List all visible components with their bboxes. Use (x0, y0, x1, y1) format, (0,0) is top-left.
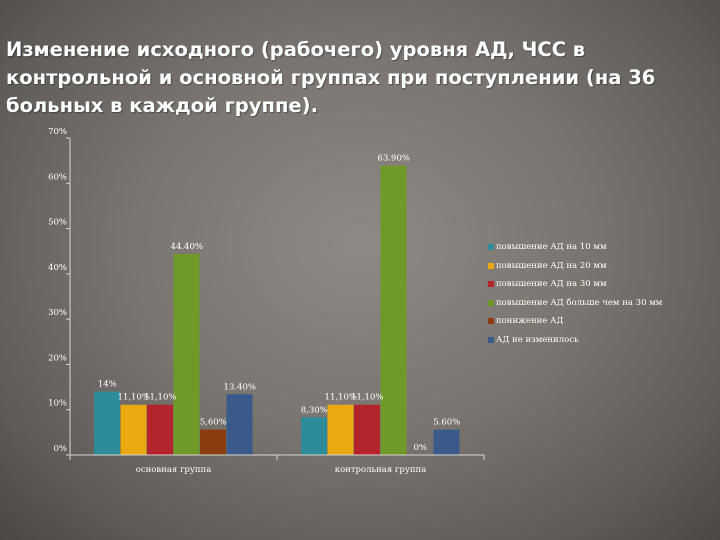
data-label: 13.40% (224, 382, 256, 392)
y-tick-label: 0% (54, 444, 68, 454)
legend-item: повышение АД больше чем на 30 мм (488, 294, 662, 313)
y-tick-label: 60% (48, 172, 67, 182)
bar (120, 404, 147, 455)
legend-swatch (488, 281, 494, 288)
data-label: 5.60% (433, 418, 460, 428)
x-axis: основная группа контрольная группа (69, 454, 485, 475)
data-label: 44.40% (171, 242, 203, 252)
legend-label: повышение АД больше чем на 30 мм (496, 297, 663, 308)
data-labels: 14%11,10%11,10%44.40%5,60%13.40%8,30%11,… (98, 154, 460, 453)
y-tick-label: 30% (48, 308, 67, 318)
bars (94, 165, 460, 456)
data-label: 63.90% (378, 154, 410, 164)
slide-title: Изменение исходного (рабочего) уровня АД… (6, 38, 656, 117)
legend-swatch (488, 299, 494, 306)
y-tick-label: 70% (48, 127, 67, 137)
bar (354, 404, 380, 455)
legend-label: повышение АД на 10 мм (496, 242, 607, 253)
bar (433, 429, 460, 455)
y-tick-label: 10% (48, 399, 67, 409)
legend-label: АД не изменилось (496, 334, 579, 345)
data-label: 11,10% (144, 393, 176, 403)
legend-item: АД не изменилось (488, 331, 662, 350)
data-label: 11,10% (351, 393, 383, 403)
y-tick-label: 50% (48, 218, 67, 228)
data-label: 8,30% (301, 405, 328, 415)
bar (200, 429, 226, 455)
data-label: 11,10% (325, 393, 357, 403)
data-label: 14% (98, 380, 117, 390)
legend-swatch (488, 318, 494, 325)
legend-swatch (488, 262, 494, 269)
legend-swatch (488, 244, 494, 251)
y-axis: 0% 10% 20% 30% 40% 50% 60% 70% (48, 127, 71, 456)
category-label: основная группа (136, 465, 212, 475)
legend-label: повышение АД на 20 мм (496, 260, 607, 271)
bar (173, 253, 200, 455)
data-label: 0% (414, 443, 428, 453)
y-tick-label: 20% (48, 353, 67, 363)
bar (301, 417, 327, 455)
chart-legend: повышение АД на 10 мм повышение АД на 20 … (488, 238, 662, 349)
legend-item: повышение АД на 10 мм (488, 238, 662, 257)
legend-label: понижение АД (496, 316, 564, 327)
legend-label: повышение АД на 30 мм (496, 279, 607, 290)
category-label: контрольная группа (335, 465, 426, 475)
legend-item: повышение АД на 30 мм (488, 275, 662, 294)
bar (94, 391, 120, 455)
bar (327, 404, 354, 455)
legend-item: повышение АД на 20 мм (488, 257, 662, 276)
bar (380, 165, 407, 456)
data-label: 11,10% (118, 393, 150, 403)
legend-item: понижение АД (488, 312, 662, 331)
y-tick-label: 40% (48, 263, 67, 273)
bar (147, 404, 173, 455)
data-label: 5,60% (200, 418, 227, 428)
legend-swatch (488, 336, 494, 343)
bar (226, 394, 253, 455)
